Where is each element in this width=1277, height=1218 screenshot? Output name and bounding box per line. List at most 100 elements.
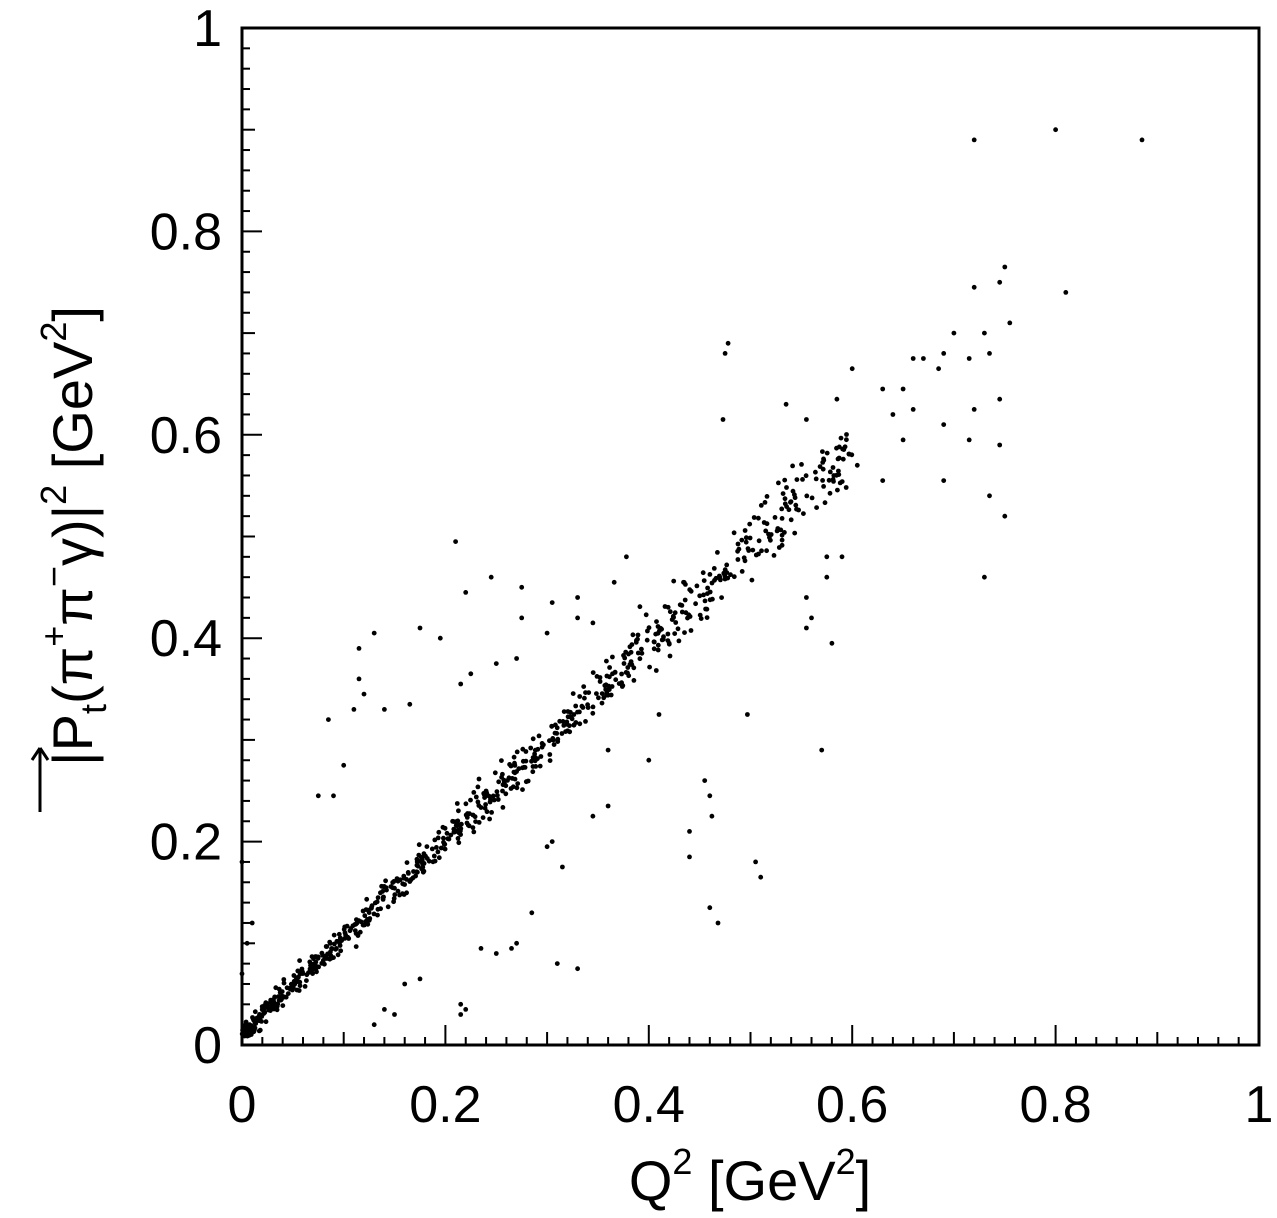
data-point [630, 632, 636, 638]
data-point [333, 946, 338, 952]
data-point [731, 574, 737, 580]
y-tick-label: 0 [193, 1017, 222, 1075]
data-point [709, 813, 715, 819]
data-point [442, 825, 448, 831]
data-point [256, 1018, 262, 1024]
data-point [466, 823, 472, 829]
data-point [509, 776, 515, 781]
data-point [458, 828, 463, 834]
data-point [244, 940, 250, 946]
data-point [419, 855, 425, 861]
data-point [655, 630, 661, 636]
data-point [736, 546, 742, 552]
data-point [392, 1012, 397, 1017]
data-point [476, 776, 482, 782]
data-point [997, 396, 1003, 402]
data-point [604, 658, 609, 664]
data-point [820, 466, 826, 472]
data-point [590, 670, 596, 675]
data-point [456, 840, 462, 846]
data-point [577, 694, 583, 699]
data-point [327, 939, 333, 945]
data-point [735, 541, 741, 547]
data-point [720, 417, 726, 422]
data-point [287, 985, 293, 991]
data-point [353, 931, 359, 936]
data-point [416, 842, 422, 848]
data-point [253, 1021, 259, 1026]
data-point [411, 869, 416, 874]
data-point [830, 477, 836, 482]
data-point [679, 603, 685, 608]
data-point [454, 823, 460, 829]
data-point [417, 976, 423, 982]
data-point [523, 749, 529, 754]
data-point [410, 875, 416, 881]
data-point [622, 655, 628, 661]
data-point [391, 896, 397, 901]
data-point [424, 844, 430, 849]
data-point [528, 745, 534, 751]
data-point [1053, 127, 1058, 133]
data-point [880, 386, 886, 392]
data-point [444, 830, 450, 836]
data-point [667, 609, 673, 615]
data-point [519, 615, 525, 621]
data-point [361, 691, 367, 697]
data-point [581, 684, 587, 689]
data-point [605, 747, 611, 753]
data-point [743, 539, 749, 545]
data-point [758, 503, 764, 508]
data-point [779, 532, 785, 538]
data-point [520, 787, 525, 792]
data-point [771, 553, 777, 558]
data-point [445, 836, 451, 842]
data-point [665, 638, 671, 643]
data-point [401, 875, 407, 881]
data-point [276, 986, 282, 992]
data-point [671, 578, 677, 584]
data-point [458, 1012, 464, 1017]
data-point [792, 530, 798, 536]
data-point [295, 968, 301, 974]
data-point [599, 700, 605, 706]
data-point [371, 911, 377, 917]
data-point [804, 417, 809, 422]
data-point [590, 620, 596, 626]
data-point [761, 520, 767, 525]
data-point [489, 810, 494, 815]
data-point [362, 913, 368, 919]
data-point [966, 356, 972, 361]
data-point [804, 595, 809, 600]
data-point [605, 803, 611, 809]
data-point [495, 797, 501, 802]
data-point [890, 412, 896, 417]
data-point [338, 948, 344, 954]
data-point [453, 539, 458, 544]
data-point [434, 845, 439, 850]
data-point [910, 407, 916, 412]
data-point [854, 462, 860, 468]
data-point [701, 578, 707, 583]
data-point [357, 929, 363, 935]
data-point [530, 769, 536, 775]
data-point [900, 386, 906, 392]
data-point [442, 846, 448, 852]
data-point [936, 366, 941, 372]
data-point [360, 908, 366, 914]
data-point [329, 946, 335, 951]
data-point [575, 615, 580, 621]
data-point [509, 946, 514, 951]
data-point [849, 366, 855, 372]
data-point [1002, 513, 1008, 519]
data-point [383, 878, 388, 884]
data-point [759, 548, 764, 554]
data-point [538, 754, 544, 759]
data-point [490, 793, 496, 799]
data-point [406, 871, 411, 876]
data-point [704, 615, 710, 620]
data-point [749, 577, 755, 583]
data-point [834, 396, 840, 402]
data-point [397, 892, 402, 898]
data-point [667, 653, 673, 659]
